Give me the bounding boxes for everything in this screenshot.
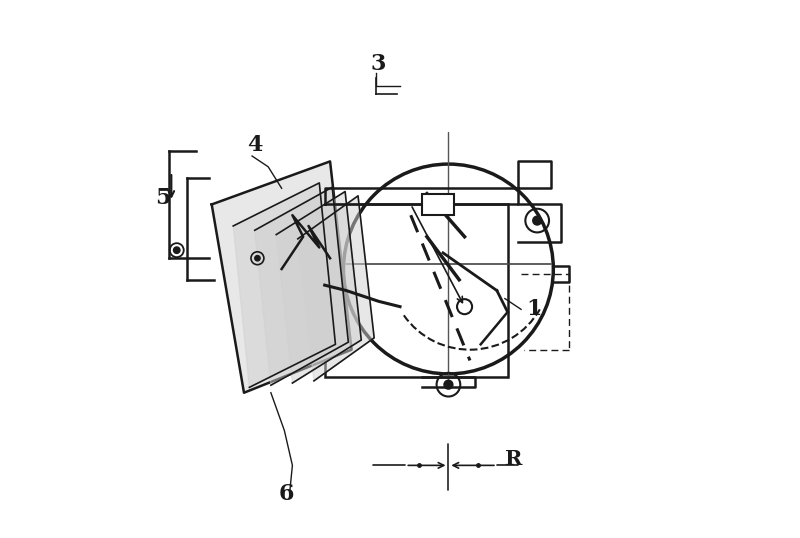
Polygon shape: [254, 187, 348, 385]
Polygon shape: [234, 183, 335, 387]
Bar: [325, 204, 508, 377]
Circle shape: [174, 247, 180, 253]
Text: 5: 5: [155, 187, 170, 209]
Text: 6: 6: [279, 483, 294, 505]
Circle shape: [254, 256, 260, 261]
Text: 1: 1: [526, 298, 542, 320]
Bar: [422, 194, 454, 215]
Polygon shape: [212, 161, 351, 393]
Polygon shape: [298, 196, 374, 381]
Text: 3: 3: [370, 53, 386, 75]
Circle shape: [533, 216, 542, 225]
Text: R: R: [505, 449, 522, 469]
Text: 4: 4: [246, 133, 262, 155]
Circle shape: [444, 380, 453, 389]
Polygon shape: [276, 192, 362, 383]
